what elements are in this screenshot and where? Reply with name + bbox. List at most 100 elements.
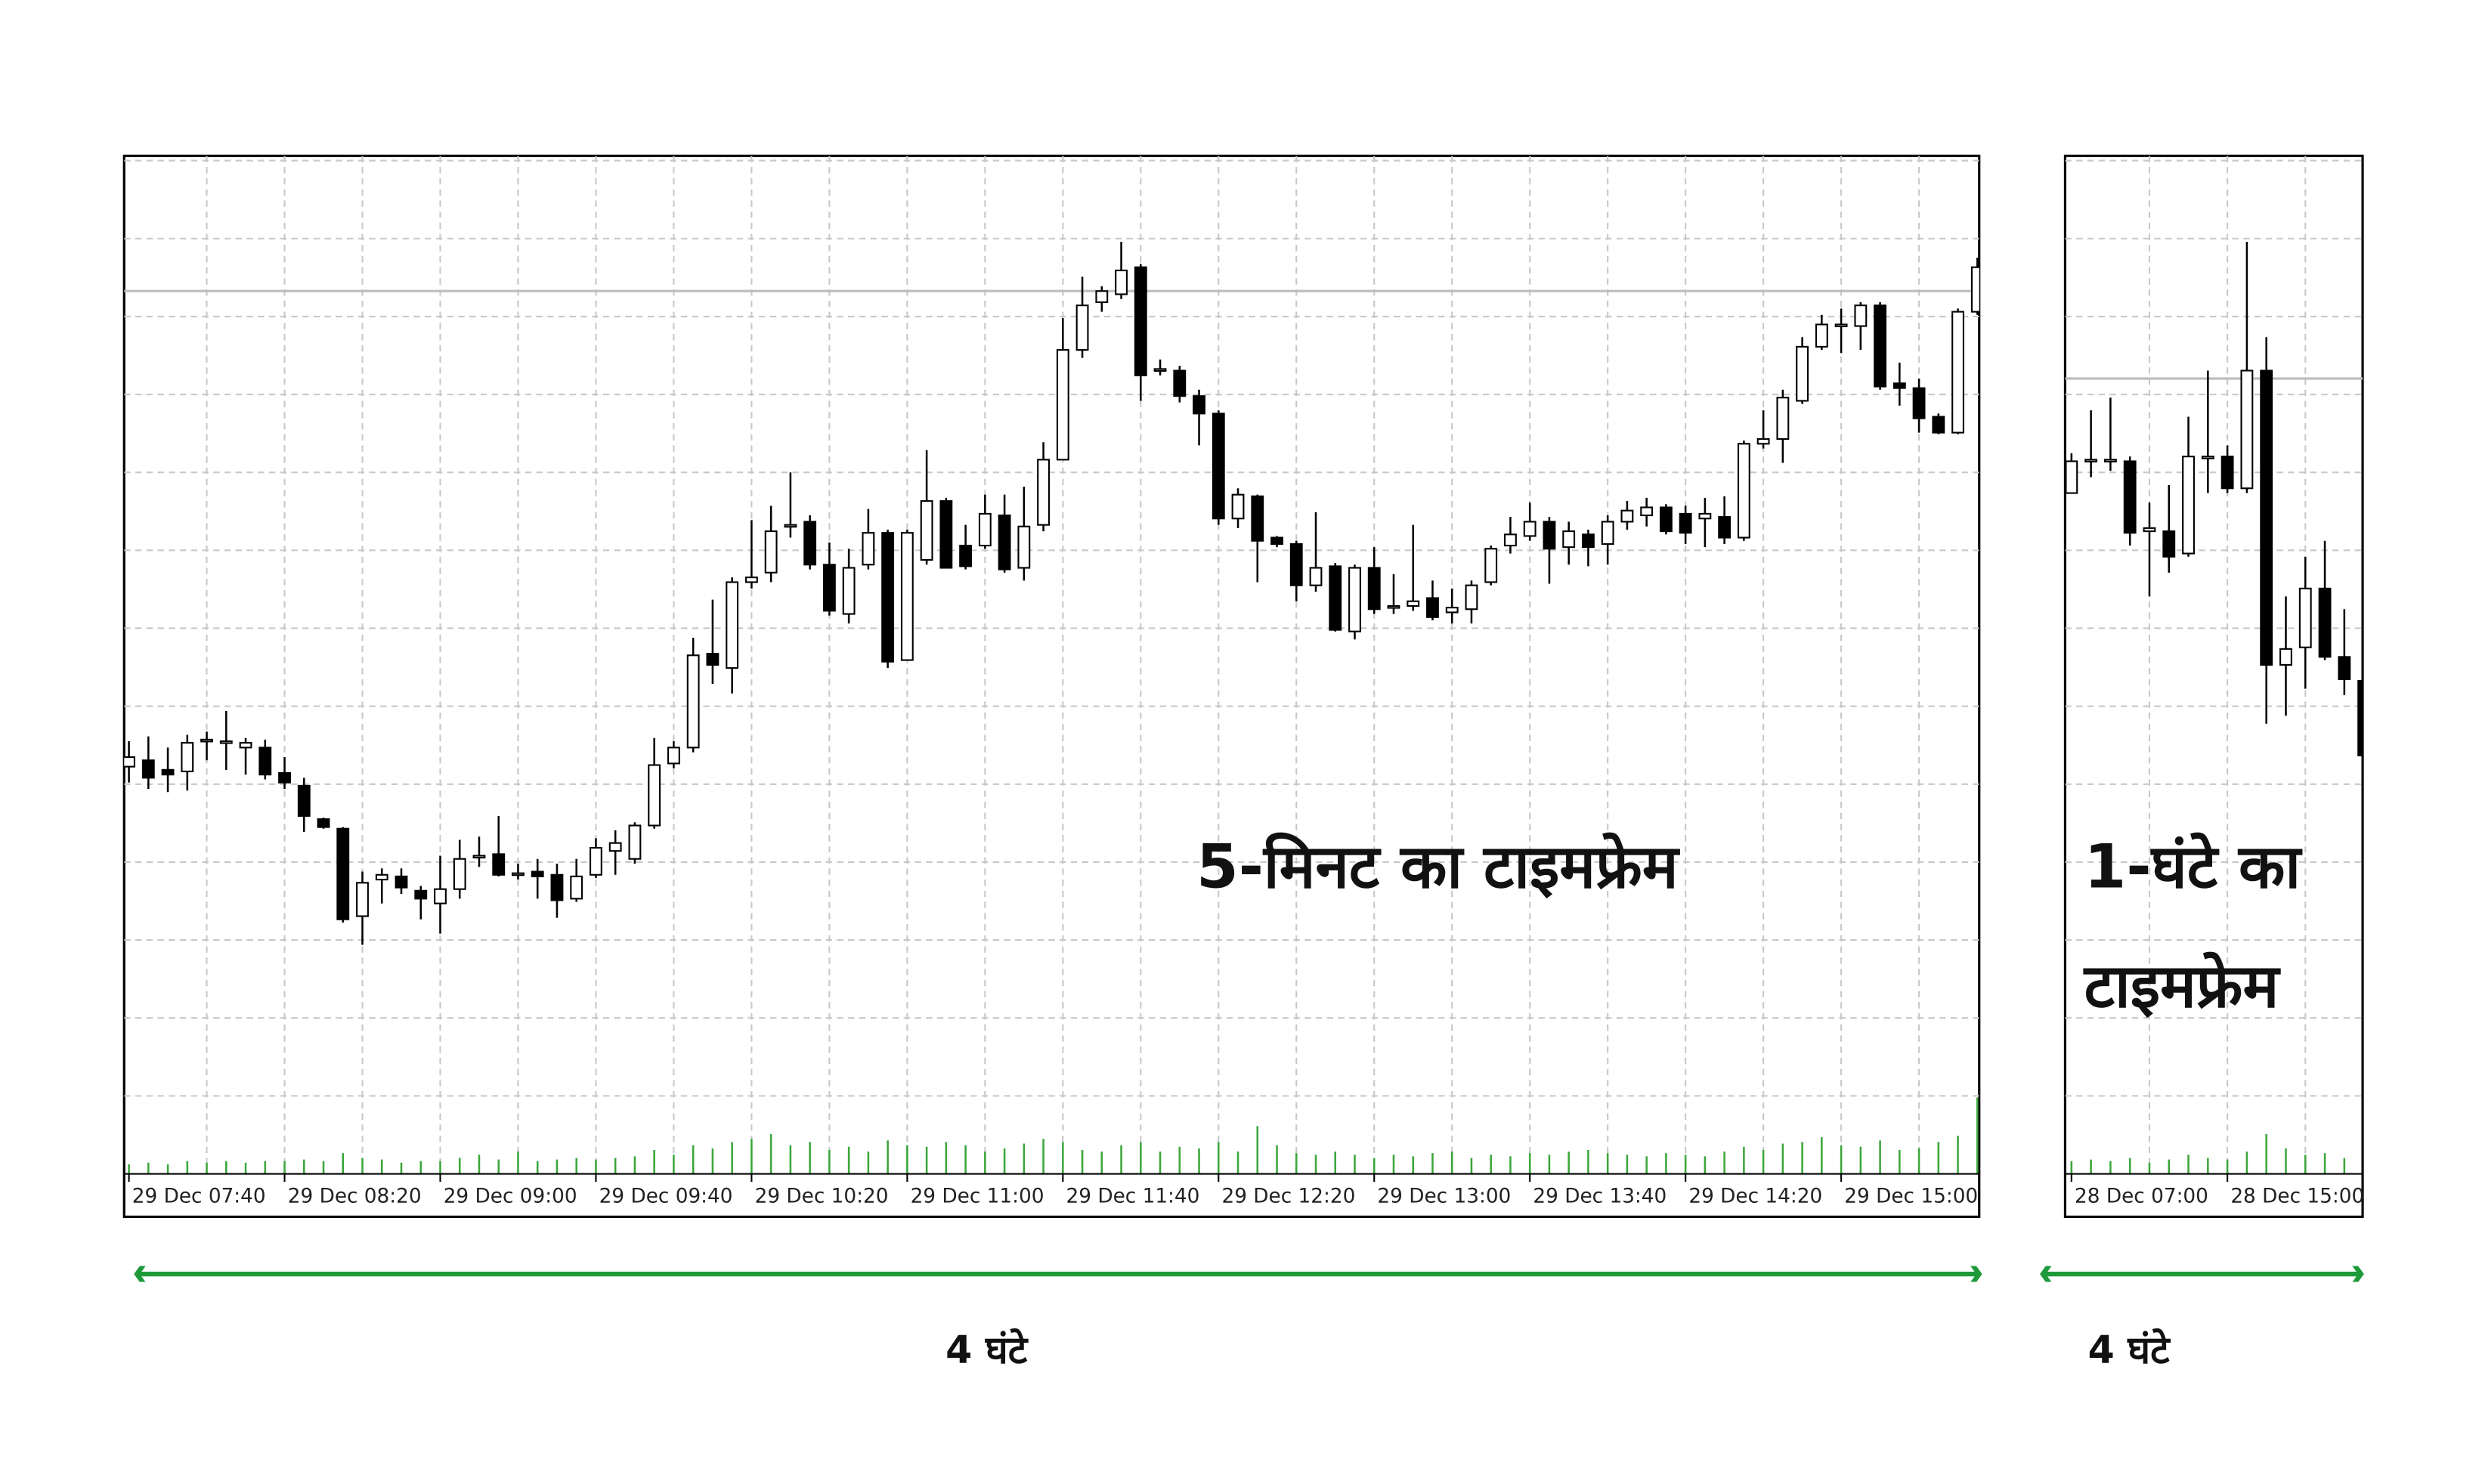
candle-body bbox=[1504, 533, 1517, 547]
candle-body bbox=[2240, 369, 2254, 490]
candle-body bbox=[453, 858, 466, 890]
candle-body bbox=[200, 738, 213, 743]
candle-body bbox=[1017, 525, 1031, 569]
x-tick-label: 29 Dec 11:00 bbox=[911, 1185, 1044, 1207]
candle-body bbox=[1601, 521, 1614, 545]
candle-body bbox=[1329, 565, 1342, 631]
candle-body bbox=[124, 756, 135, 768]
candle-body bbox=[1892, 382, 1906, 389]
x-tick-label: 28 Dec 07:00 bbox=[2075, 1185, 2208, 1207]
candle-body bbox=[1231, 493, 1245, 520]
candle-body bbox=[2182, 456, 2195, 555]
candle-body bbox=[1445, 607, 1459, 614]
candle-body bbox=[278, 771, 291, 784]
candle-body bbox=[1874, 305, 1887, 388]
candle-body bbox=[706, 653, 720, 666]
candle-body bbox=[1698, 512, 1712, 520]
x-tick-label: 29 Dec 15:00 bbox=[1844, 1185, 1978, 1207]
candle-body bbox=[375, 873, 388, 881]
candle-body bbox=[2279, 648, 2292, 666]
candle-body bbox=[1679, 512, 1692, 534]
candle-body bbox=[1543, 521, 1556, 550]
timeframe-label: टाइमफ्रेम bbox=[2083, 951, 2282, 1021]
x-tick-label: 29 Dec 12:20 bbox=[1221, 1185, 1355, 1207]
candle-body bbox=[141, 759, 155, 779]
candle-body bbox=[744, 577, 758, 583]
span-label: 4 घंटे bbox=[945, 1328, 1029, 1372]
candle-body bbox=[590, 846, 602, 876]
candle-body bbox=[2298, 587, 2312, 648]
candle-body bbox=[1348, 567, 1361, 632]
candle-body bbox=[1075, 305, 1089, 351]
candle-body bbox=[1951, 311, 1964, 434]
plot-area bbox=[2065, 156, 2363, 1174]
candle-body bbox=[1640, 506, 1654, 517]
candle-body bbox=[1756, 437, 1770, 445]
x-tick-label: 29 Dec 13:40 bbox=[1533, 1185, 1667, 1207]
candle-body bbox=[1289, 543, 1303, 586]
candle-body bbox=[803, 521, 817, 566]
candle-body bbox=[356, 882, 369, 917]
candle-body bbox=[317, 818, 330, 828]
plot-frame bbox=[122, 154, 1981, 1218]
chart-panel: 29 Dec 07:40 29 Dec 08:20 29 Dec 09:00 29 D… bbox=[122, 154, 1981, 1218]
candle-body bbox=[414, 889, 428, 900]
candle-body bbox=[181, 742, 194, 772]
candle-body bbox=[764, 530, 778, 574]
candle-body bbox=[1620, 509, 1634, 523]
candle-body bbox=[900, 532, 914, 661]
candle-body bbox=[550, 873, 564, 901]
candle-body bbox=[531, 870, 544, 877]
candle-body bbox=[161, 768, 175, 776]
x-tick-label: 29 Dec 09:40 bbox=[599, 1185, 733, 1207]
x-tick-label: 29 Dec 13:00 bbox=[1377, 1185, 1511, 1207]
candle-body bbox=[2318, 587, 2332, 658]
candle-body bbox=[2260, 369, 2273, 666]
candle-body bbox=[1056, 349, 1069, 461]
candle-body bbox=[2103, 459, 2117, 462]
candle-body bbox=[881, 532, 895, 663]
candle-body bbox=[1270, 536, 1283, 545]
candle-body bbox=[1718, 516, 1732, 539]
candle-body bbox=[1212, 413, 1225, 520]
candle-body bbox=[297, 784, 311, 817]
candle-body bbox=[1484, 548, 1498, 583]
plot-frame bbox=[2063, 154, 2364, 1218]
candle-body bbox=[608, 842, 622, 852]
candle-body bbox=[1407, 600, 1420, 608]
candle-body bbox=[978, 512, 992, 547]
candle-body bbox=[512, 872, 525, 876]
candle-body bbox=[862, 532, 875, 566]
candle-body bbox=[219, 740, 233, 744]
candle-body bbox=[1970, 266, 1979, 313]
candle-body bbox=[1095, 290, 1109, 304]
candle-body bbox=[686, 654, 700, 749]
candle-body bbox=[2201, 456, 2214, 459]
candle-body bbox=[1854, 305, 1868, 327]
candle-body bbox=[667, 747, 680, 765]
candle-body bbox=[1932, 416, 1945, 434]
candle-body bbox=[1523, 521, 1537, 537]
candle-body bbox=[1465, 584, 1478, 611]
x-tick-label: 29 Dec 11:40 bbox=[1066, 1185, 1200, 1207]
candle-body bbox=[395, 875, 408, 889]
candle-body bbox=[2338, 656, 2351, 680]
candle-body bbox=[239, 742, 252, 749]
candle-body bbox=[1834, 323, 1848, 328]
candle-body bbox=[1815, 323, 1828, 348]
candle-body bbox=[959, 544, 973, 567]
x-tick-label: 28 Dec 15:00 bbox=[2230, 1185, 2364, 1207]
x-tick-label: 29 Dec 10:20 bbox=[755, 1185, 889, 1207]
candle-body bbox=[784, 524, 797, 528]
candle-body bbox=[1153, 368, 1167, 372]
candle-body bbox=[939, 500, 953, 569]
candle-body bbox=[1796, 345, 1809, 402]
candle-body bbox=[1193, 395, 1205, 415]
x-tick-label: 29 Dec 08:20 bbox=[288, 1185, 422, 1207]
candle-body bbox=[842, 567, 856, 615]
candle-body bbox=[1582, 533, 1595, 549]
candle-body bbox=[434, 888, 447, 904]
candle-body bbox=[336, 827, 350, 920]
